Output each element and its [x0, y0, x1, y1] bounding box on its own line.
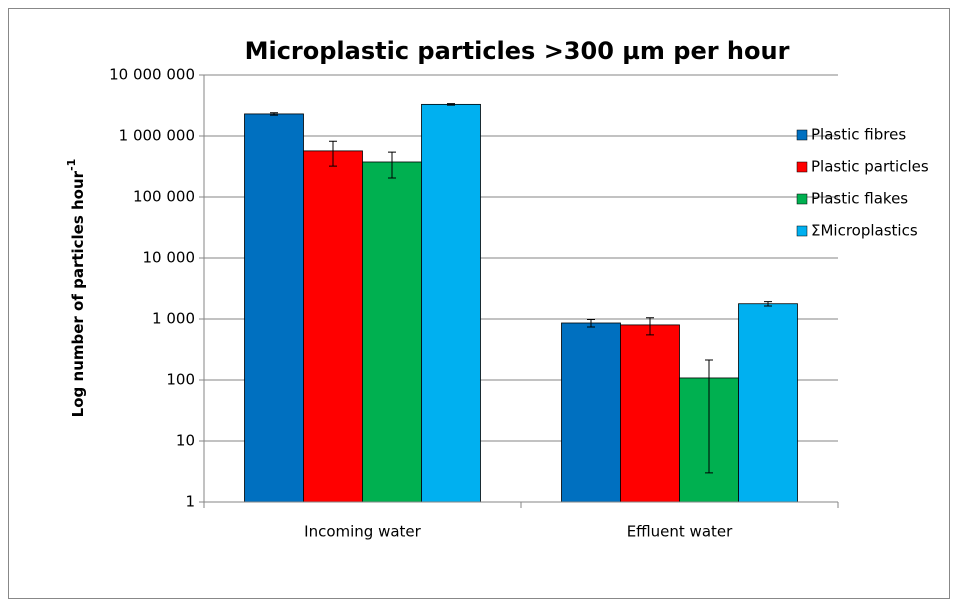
legend-swatch — [796, 225, 808, 237]
bar — [738, 303, 798, 503]
error-bar — [388, 151, 396, 179]
error-bar — [447, 103, 455, 106]
bar — [561, 322, 621, 503]
legend-swatch — [796, 161, 808, 173]
y-tick-label: 1 000 — [152, 310, 195, 328]
y-axis-label: Log number of particles hour-1 — [65, 159, 87, 418]
y-tick-label: 1 — [185, 493, 195, 511]
y-tick-label: 100 — [166, 371, 195, 389]
x-tick-label: Effluent water — [627, 523, 733, 541]
legend-swatch — [796, 129, 808, 141]
legend-label: Plastic particles — [811, 158, 929, 176]
bar — [421, 103, 481, 503]
y-axis-label-sup: -1 — [65, 159, 78, 171]
bar — [244, 113, 304, 503]
legend-label: Plastic fibres — [811, 126, 906, 144]
bar — [362, 161, 422, 503]
y-tick-label: 10 — [176, 432, 195, 450]
error-bar — [646, 317, 654, 336]
legend-label: ΣMicroplastics — [811, 222, 918, 240]
y-axis-label-text: Log number of particles hour — [69, 170, 87, 417]
error-bar — [587, 319, 595, 328]
bar — [303, 150, 363, 503]
y-tick-label: 10 000 — [143, 249, 196, 267]
legend-label: Plastic flakes — [811, 190, 908, 208]
error-bar — [764, 301, 772, 307]
bar — [620, 324, 680, 503]
y-tick-label: 10 000 000 — [109, 66, 195, 84]
error-bar — [270, 112, 278, 116]
error-bar — [329, 140, 337, 167]
y-tick-label: 1 000 000 — [119, 127, 195, 145]
x-tick-label: Incoming water — [304, 523, 422, 541]
chart-title: Microplastic particles >300 µm per hour — [245, 37, 790, 65]
legend-swatch — [796, 193, 808, 205]
error-bar — [705, 359, 713, 474]
y-tick-label: 100 000 — [133, 188, 195, 206]
